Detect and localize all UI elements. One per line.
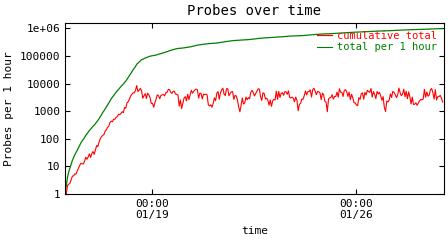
cumulative total bbox=[83, 134, 88, 137]
cumulative total bbox=[155, 53, 160, 56]
total per 1 hour bbox=[156, 94, 161, 97]
cumulative total bbox=[267, 36, 272, 39]
total per 1 hour bbox=[83, 156, 88, 159]
total per 1 hour bbox=[155, 93, 160, 96]
cumulative total bbox=[62, 192, 68, 195]
total per 1 hour bbox=[267, 98, 273, 101]
total per 1 hour bbox=[208, 103, 213, 106]
total per 1 hour bbox=[134, 84, 139, 87]
X-axis label: time: time bbox=[241, 226, 268, 236]
cumulative total bbox=[154, 54, 159, 56]
Line: total per 1 hour: total per 1 hour bbox=[65, 85, 443, 194]
cumulative total bbox=[207, 42, 212, 45]
cumulative total bbox=[439, 27, 444, 30]
Line: cumulative total: cumulative total bbox=[65, 29, 443, 194]
Title: Probes over time: Probes over time bbox=[187, 4, 322, 18]
total per 1 hour bbox=[62, 192, 68, 195]
total per 1 hour bbox=[440, 101, 445, 103]
cumulative total bbox=[300, 34, 306, 37]
cumulative total bbox=[440, 27, 445, 30]
Y-axis label: Probes per 1 hour: Probes per 1 hour bbox=[4, 51, 14, 166]
Legend: cumulative total, total per 1 hour: cumulative total, total per 1 hour bbox=[314, 29, 439, 54]
total per 1 hour bbox=[302, 94, 307, 97]
